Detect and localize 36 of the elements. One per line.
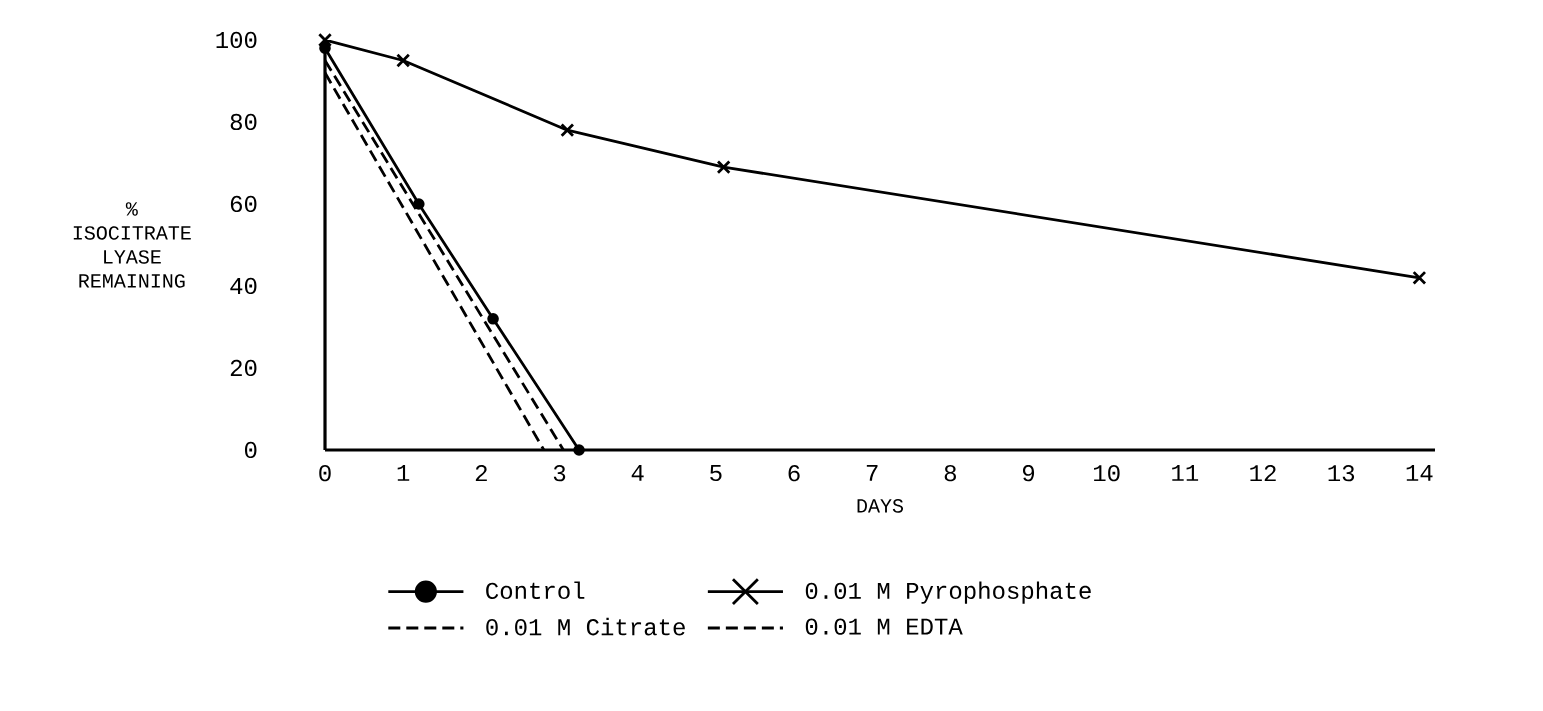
x-tick-label: 11 [1172,465,1199,481]
point [413,198,425,210]
point [319,42,331,54]
point [573,444,585,456]
x-tick-label: 2 [475,465,487,482]
y-tick-label: 0 [244,441,257,459]
legend-label: 0.01 M Citrate [486,617,685,636]
y-tick-label: 100 [216,31,257,49]
y-tick-label: 80 [230,113,257,131]
y-tick-label: 40 [230,277,257,295]
x-tick-label: 0 [319,465,331,482]
point [560,123,575,138]
x-axis-title: DAYS [857,499,904,513]
legend-label: 0.01 M Pyrophosphate [805,581,1091,604]
x-tick-label: 4 [631,465,644,481]
point [396,53,411,68]
x-tick-label: 3 [553,465,566,482]
x-tick-label: 7 [866,465,878,481]
x-tick-label: 10 [1094,465,1120,482]
y-tick-label: 20 [230,359,257,377]
x-tick-label: 1 [397,465,410,481]
y-axis-title: % ISOCITRATE LYASE REMAINING [73,202,191,288]
x-tick-label: 5 [710,465,722,482]
x-tick-label: 12 [1250,465,1276,482]
point [1412,270,1427,285]
point [716,160,731,175]
x-tick-label: 9 [1022,465,1035,482]
x-tick-label: 6 [788,465,800,482]
point [317,32,333,48]
y-tick-label: 60 [230,195,257,213]
point [487,312,499,325]
legend-label: Control [486,581,585,599]
legend-label: 0.01 M EDTA [805,618,963,635]
x-tick-label: 8 [944,465,956,482]
x-tick-label: 14 [1406,465,1433,481]
x-tick-label: 13 [1328,465,1355,482]
